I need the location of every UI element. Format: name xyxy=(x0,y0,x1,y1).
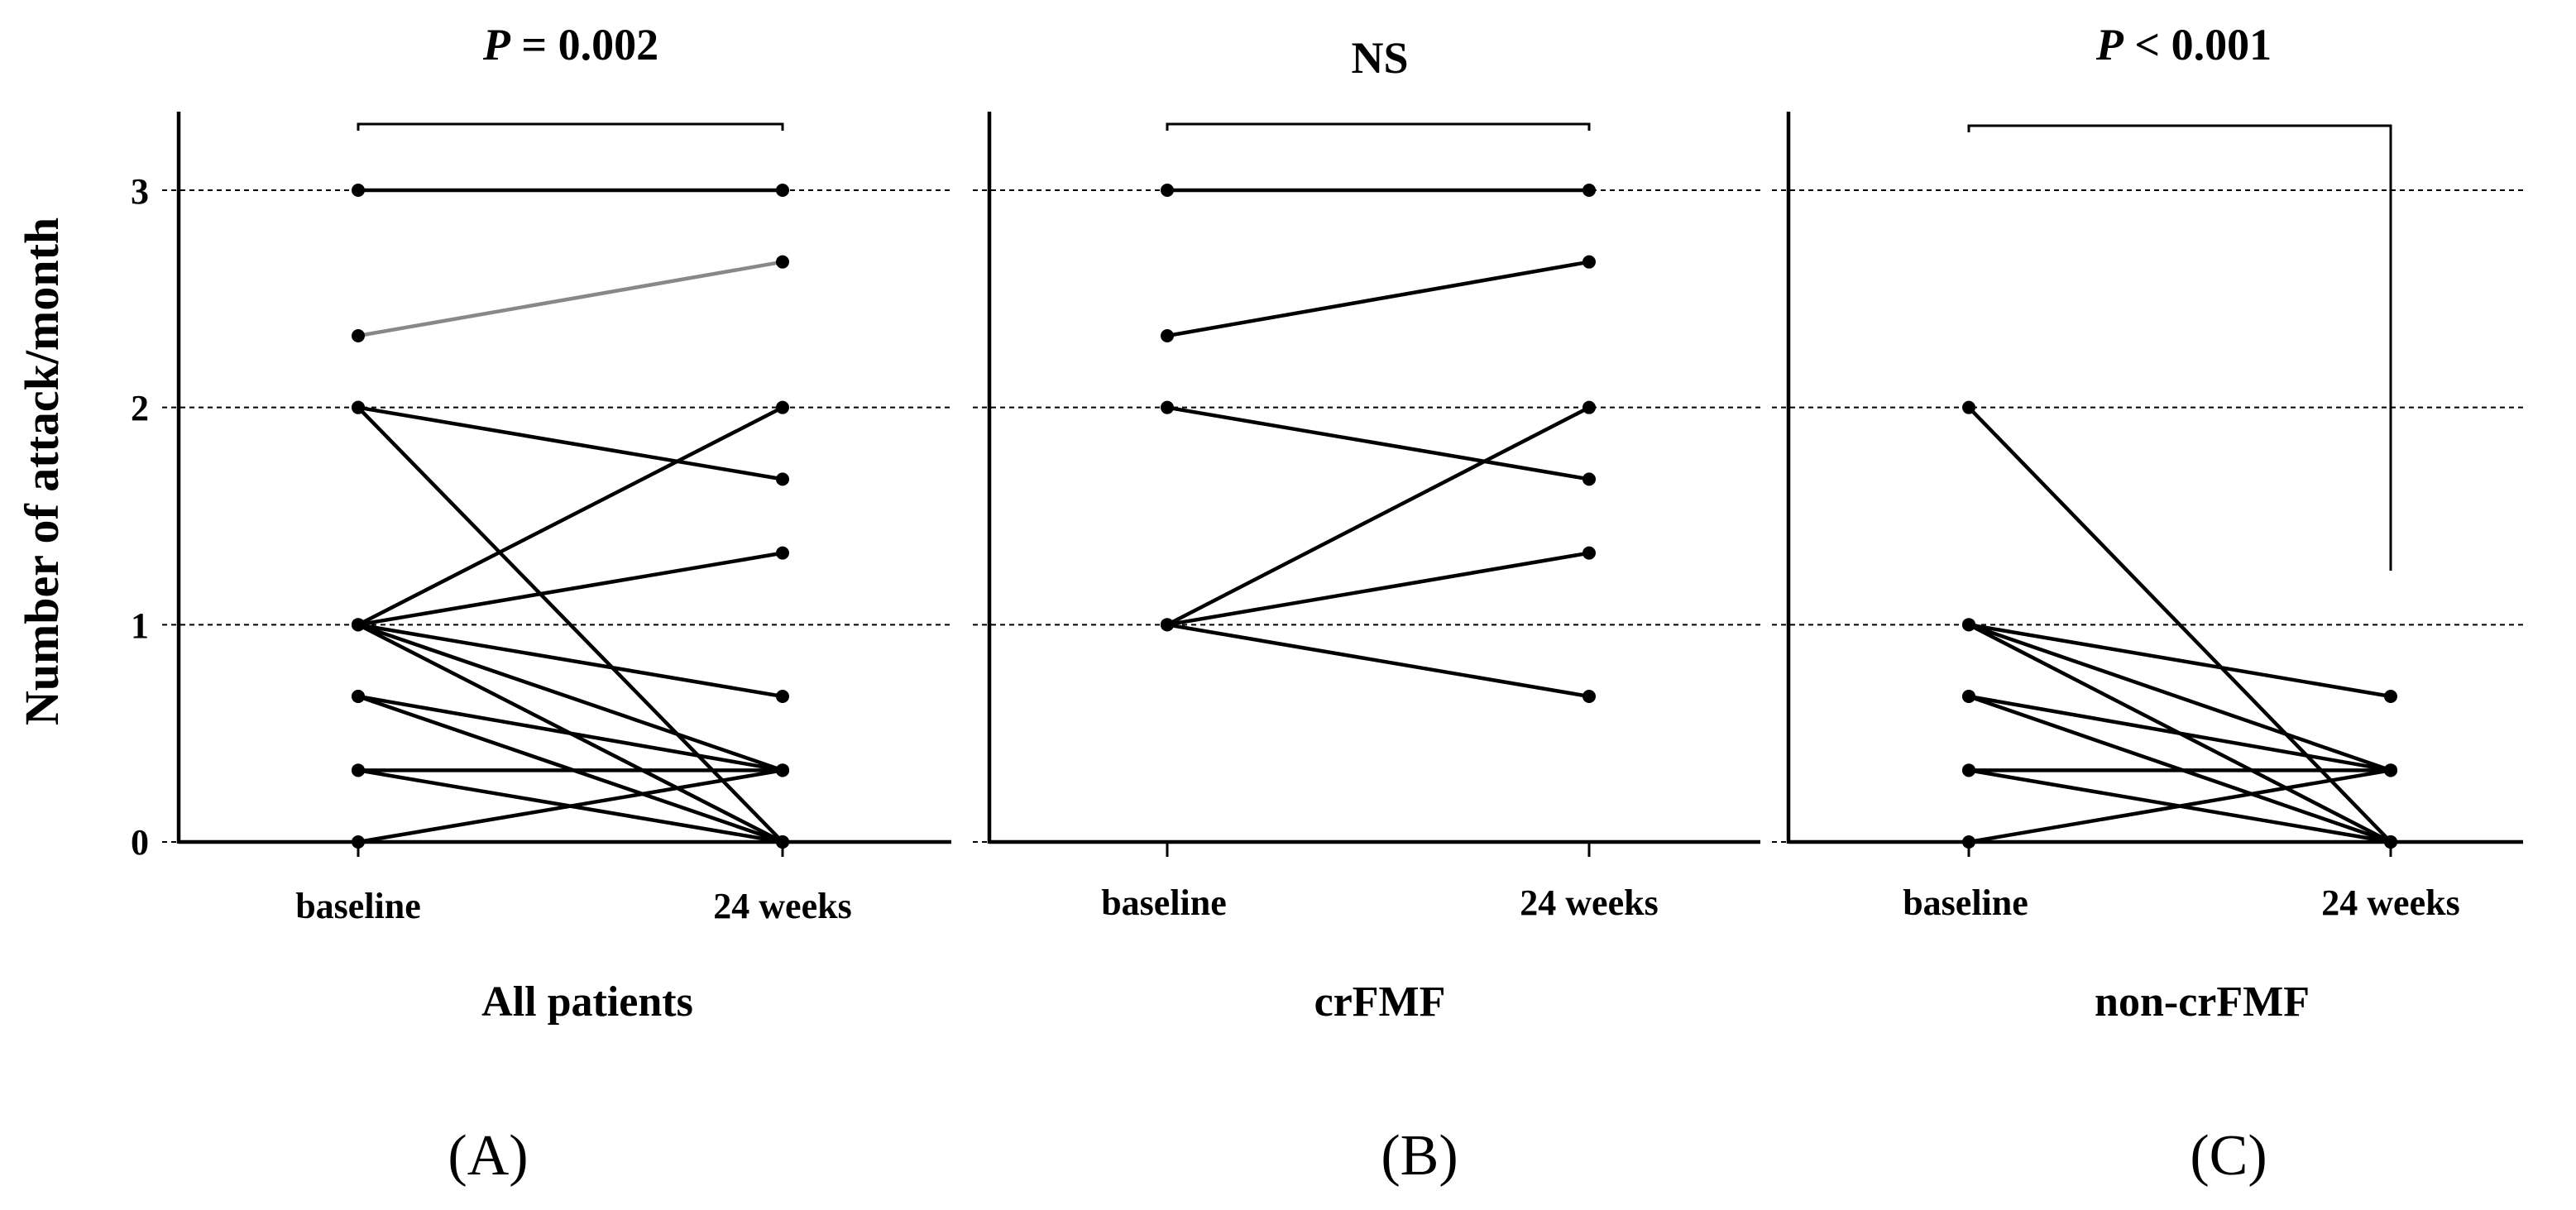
significance-bracket xyxy=(357,122,784,131)
x-tick-label-24-weeks: 24 weeks xyxy=(713,886,851,926)
x-tick-label-24-weeks: 24 weeks xyxy=(2321,882,2459,923)
y-tick-label: 2 xyxy=(131,388,149,428)
chart-marks xyxy=(162,112,2523,857)
x-tick-label-baseline: baseline xyxy=(1903,882,2028,923)
y-tick-label: 0 xyxy=(131,822,149,863)
series-line xyxy=(357,405,784,627)
series-line xyxy=(357,260,783,338)
data-point-24-weeks xyxy=(1582,255,1596,269)
series-line xyxy=(1166,260,1590,338)
significance-label: NS xyxy=(1351,33,1408,83)
series-line xyxy=(357,694,783,772)
data-point-24-weeks xyxy=(1582,184,1596,197)
panel-a: P = 0.002 baseline 24 weeks All patients… xyxy=(295,20,852,1188)
data-point-baseline xyxy=(352,400,365,414)
y-tick-label: 3 xyxy=(131,171,149,212)
series-line xyxy=(357,551,783,627)
data-point-baseline xyxy=(352,835,365,849)
panel-label: (B) xyxy=(1381,1124,1458,1188)
series-line xyxy=(1968,694,2392,772)
data-point-24-weeks xyxy=(1582,472,1596,486)
series-line xyxy=(1968,768,2392,844)
significance-label: P < 0.001 xyxy=(2095,20,2272,69)
data-point-baseline xyxy=(352,618,365,632)
series-line xyxy=(357,623,783,772)
data-point-baseline xyxy=(1161,618,1174,632)
data-point-24-weeks xyxy=(776,184,789,197)
y-tick-labels: 0 1 2 3 xyxy=(131,171,149,863)
data-point-24-weeks xyxy=(2384,690,2397,704)
panel-b: NS baseline 24 weeks crFMF (B) xyxy=(1101,33,1659,1188)
significance-bracket xyxy=(1166,122,1591,131)
data-point-baseline xyxy=(352,184,365,197)
series-line xyxy=(1968,623,2392,772)
data-point-24-weeks xyxy=(776,690,789,704)
panel-label: (C) xyxy=(2190,1124,2267,1188)
data-point-24-weeks xyxy=(1582,400,1596,414)
data-point-24-weeks xyxy=(1582,546,1596,560)
data-point-baseline xyxy=(352,328,365,342)
series-line xyxy=(357,768,783,844)
group-label: crFMF xyxy=(1314,978,1446,1026)
data-point-24-weeks xyxy=(2384,763,2397,777)
x-tick-label-baseline: baseline xyxy=(1101,882,1227,923)
data-point-24-weeks xyxy=(776,400,789,414)
data-point-baseline xyxy=(352,690,365,704)
series-line xyxy=(1968,623,2392,699)
data-point-24-weeks xyxy=(776,835,789,849)
panel-label: (A) xyxy=(448,1124,528,1188)
data-point-baseline xyxy=(1962,763,1975,777)
data-point-baseline xyxy=(1962,690,1975,704)
group-label: All patients xyxy=(481,978,693,1026)
data-point-baseline xyxy=(352,763,365,777)
series-line xyxy=(1166,623,1590,699)
series-line xyxy=(357,405,783,481)
group-label: non-crFMF xyxy=(2095,978,2310,1026)
series-line xyxy=(1166,405,1591,627)
series-line xyxy=(1166,551,1590,627)
significance-bracket xyxy=(1967,124,2392,571)
data-point-baseline xyxy=(1161,400,1174,414)
data-point-baseline xyxy=(1962,835,1975,849)
series-line xyxy=(357,623,783,699)
data-point-24-weeks xyxy=(2384,835,2397,849)
data-point-baseline xyxy=(1161,184,1174,197)
data-point-baseline xyxy=(1161,328,1174,342)
data-point-24-weeks xyxy=(776,546,789,560)
x-tick-label-24-weeks: 24 weeks xyxy=(1520,882,1658,923)
panel-c: P < 0.001 baseline 24 weeks non-crFMF (C… xyxy=(1903,20,2460,1188)
data-point-baseline xyxy=(1962,400,1975,414)
data-point-24-weeks xyxy=(776,255,789,269)
data-point-24-weeks xyxy=(776,763,789,777)
data-point-24-weeks xyxy=(1582,690,1596,704)
data-point-baseline xyxy=(1962,618,1975,632)
significance-label: P = 0.002 xyxy=(482,20,658,69)
series-line xyxy=(1166,405,1590,481)
y-axis-label: Number of attack/month xyxy=(15,218,69,725)
data-point-24-weeks xyxy=(776,472,789,486)
y-tick-label: 1 xyxy=(131,605,149,646)
x-tick-label-baseline: baseline xyxy=(295,886,421,926)
